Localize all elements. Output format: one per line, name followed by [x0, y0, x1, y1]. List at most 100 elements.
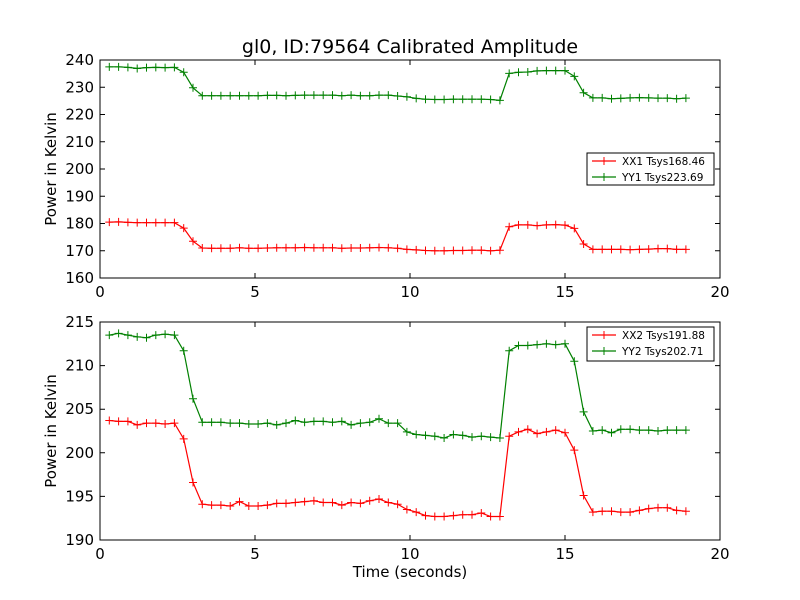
data-point-marker — [551, 340, 560, 349]
x-tick-label: 15 — [555, 283, 574, 301]
data-point-marker — [672, 245, 681, 254]
data-point-marker — [681, 426, 690, 435]
y-axis-label: Power in Kelvin — [42, 112, 60, 226]
data-point-marker — [337, 501, 346, 510]
data-point-marker — [486, 512, 495, 521]
data-point-marker — [263, 501, 272, 510]
legend-label: XX2 Tsys191.88 — [622, 330, 705, 342]
data-point-marker — [309, 91, 318, 100]
data-point-marker — [198, 500, 207, 509]
data-point-marker — [440, 246, 449, 255]
data-point-marker — [551, 220, 560, 229]
data-point-marker — [495, 512, 504, 521]
data-point-marker — [477, 432, 486, 441]
y-tick-label: 160 — [65, 269, 94, 287]
data-point-marker — [105, 416, 114, 425]
data-point-marker — [635, 245, 644, 254]
data-point-marker — [207, 501, 216, 510]
data-point-marker — [421, 95, 430, 104]
data-point-marker — [161, 420, 170, 429]
data-point-marker — [282, 499, 290, 508]
data-point-marker — [654, 94, 662, 103]
data-point-marker — [272, 91, 281, 100]
data-point-marker — [561, 428, 569, 437]
data-point-marker — [505, 432, 514, 441]
data-point-marker — [133, 64, 142, 73]
data-point-marker — [570, 357, 579, 366]
data-point-marker — [300, 243, 309, 252]
x-tick-label: 20 — [710, 545, 729, 563]
y-axis-label: Power in Kelvin — [42, 374, 60, 488]
data-point-marker — [440, 433, 449, 442]
y-tick-label: 220 — [65, 106, 94, 124]
data-point-marker — [616, 425, 625, 434]
data-point-marker — [179, 346, 188, 355]
legend-marker — [600, 173, 608, 181]
legend-box — [586, 152, 715, 186]
data-point-marker — [495, 246, 504, 255]
bottom-plot: 0 5 10 15 20 190 195 200 205 210 215 Power in Kelvi… — [42, 313, 730, 581]
data-point-marker — [672, 94, 681, 103]
data-point-marker — [505, 222, 514, 231]
data-point-marker — [198, 244, 207, 253]
data-point-marker — [282, 91, 290, 100]
data-point-marker — [393, 91, 402, 100]
data-point-marker — [644, 93, 653, 102]
data-point-marker — [375, 91, 383, 100]
data-point-marker — [449, 430, 458, 439]
data-point-marker — [626, 245, 635, 254]
data-point-marker — [495, 96, 504, 105]
data-point-marker — [458, 510, 467, 519]
series-xx-plot2 — [105, 416, 690, 521]
data-point-marker — [114, 62, 123, 71]
data-point-marker — [216, 244, 225, 253]
data-point-marker — [328, 91, 337, 100]
data-point-marker — [133, 218, 142, 227]
data-point-marker — [440, 95, 449, 104]
data-point-marker — [133, 420, 142, 429]
x-tick-label: 0 — [95, 545, 105, 563]
x-tick-label: 5 — [250, 545, 260, 563]
data-point-marker — [375, 243, 383, 252]
data-point-marker — [607, 245, 616, 254]
data-point-marker — [179, 68, 188, 77]
data-point-marker — [533, 221, 542, 230]
data-point-marker — [161, 218, 170, 227]
y-tick-label: 195 — [65, 487, 94, 505]
data-point-marker — [226, 501, 235, 510]
data-point-marker — [430, 246, 439, 255]
x-axis-label: Time (seconds) — [352, 563, 468, 581]
data-point-marker — [533, 429, 542, 438]
data-point-marker — [384, 419, 393, 428]
data-point-marker — [235, 497, 244, 506]
legend-label: YY2 Tsys202.71 — [621, 346, 703, 358]
data-point-marker — [244, 501, 253, 510]
data-point-marker — [579, 239, 588, 248]
data-point-marker — [542, 339, 551, 348]
data-point-marker — [189, 83, 197, 92]
data-point-marker — [384, 91, 393, 100]
data-point-marker — [347, 244, 356, 253]
data-point-marker — [244, 244, 253, 253]
data-point-marker — [412, 430, 421, 439]
data-point-marker — [151, 218, 160, 227]
data-point-marker — [291, 498, 300, 507]
y-tick-label: 210 — [65, 133, 94, 151]
legend-label: YY1 Tsys223.69 — [621, 172, 703, 184]
data-point-marker — [254, 244, 263, 253]
y-tick-label: 215 — [65, 313, 94, 331]
data-point-marker — [291, 416, 300, 425]
data-point-marker — [598, 93, 607, 102]
data-point-marker — [244, 91, 253, 100]
data-point-marker — [505, 69, 514, 78]
data-point-marker — [254, 420, 263, 429]
data-point-marker — [123, 218, 132, 227]
data-point-marker — [254, 501, 263, 510]
data-point-marker — [412, 245, 421, 254]
x-tick-label: 15 — [555, 545, 574, 563]
data-point-marker — [514, 68, 523, 77]
data-point-marker — [607, 94, 616, 103]
data-point-marker — [421, 511, 430, 520]
data-point-marker — [309, 496, 318, 505]
